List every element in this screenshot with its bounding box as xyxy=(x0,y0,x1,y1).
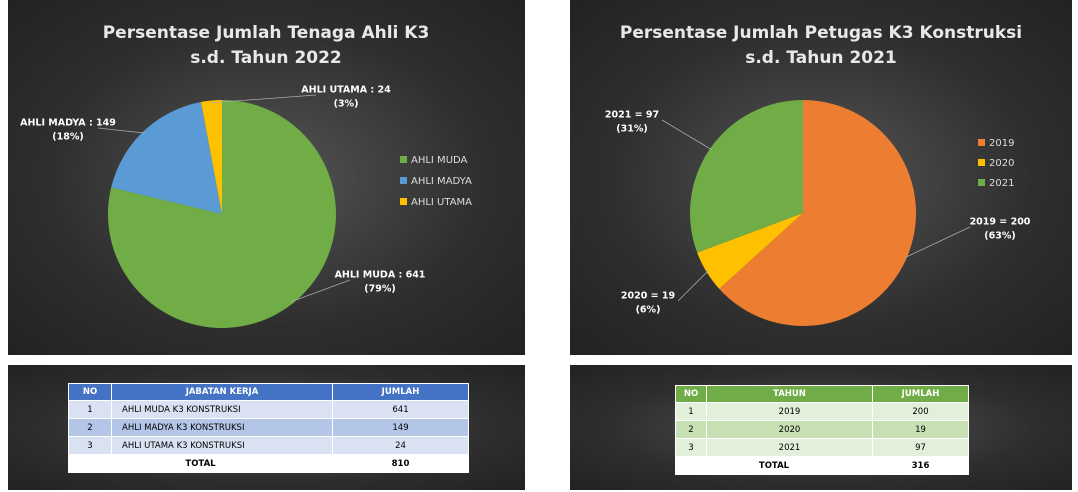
cell: 2 xyxy=(675,420,707,439)
cell: 2020 xyxy=(706,420,873,439)
legend-label: AHLI MADYA xyxy=(411,176,472,187)
cell: 19 xyxy=(872,420,969,439)
cell: 2 xyxy=(68,418,112,437)
row: 1 AHLI MUDA K3 KONSTRUKSI 641 xyxy=(68,400,469,419)
table: NO JABATAN KERJA JUMLAH 1 AHLI MUDA K3 KONST… xyxy=(68,383,469,473)
row: 3 AHLI UTAMA K3 KONSTRUKSI 24 xyxy=(68,436,469,455)
row: TOTAL 810 xyxy=(68,454,469,473)
header-cell: JUMLAH xyxy=(332,383,469,401)
cell: 1 xyxy=(675,402,707,421)
data-label: 2019 = 200 xyxy=(970,217,1031,228)
legend-label: 2021 xyxy=(989,178,1014,189)
row: NO TAHUN JUMLAH xyxy=(675,385,969,403)
data-label: AHLI UTAMA : 24 xyxy=(301,85,391,96)
row: NO JABATAN KERJA JUMLAH xyxy=(68,383,469,401)
data-label: (63%) xyxy=(984,231,1015,242)
pie-slice xyxy=(690,100,803,253)
chart-panel: Persentase Jumlah Petugas K3 Konstruksi s… xyxy=(570,0,1072,355)
data-label: (6%) xyxy=(636,305,661,316)
legend-label: AHLI UTAMA xyxy=(411,197,472,208)
legend-label: 2020 xyxy=(989,158,1014,169)
legend-label: AHLI MUDA xyxy=(411,155,468,166)
pie-slice xyxy=(201,100,222,214)
row: 2 2020 19 xyxy=(675,420,969,439)
pie-slice xyxy=(697,213,803,289)
chart-title: s.d. Tahun 2021 xyxy=(745,48,897,68)
chart: Persentase Jumlah Tenaga Ahli K3 s.d. Tah… xyxy=(20,23,472,328)
chart: Persentase Jumlah Petugas K3 Konstruksi s… xyxy=(605,23,1031,326)
cell: 1 xyxy=(68,400,112,419)
cell: AHLI MADYA K3 KONSTRUKSI xyxy=(111,418,333,437)
header-cell: JABATAN KERJA xyxy=(111,383,333,401)
legend-swatch xyxy=(400,177,407,184)
header-cell: NO xyxy=(675,385,707,403)
cell: AHLI MUDA K3 KONSTRUKSI xyxy=(111,400,333,419)
data-label: AHLI MUDA : 641 xyxy=(335,270,426,281)
pie-slice xyxy=(719,100,916,326)
leader-line xyxy=(97,127,146,134)
cell: 24 xyxy=(332,436,469,455)
header-cell: TAHUN xyxy=(706,385,873,403)
cell: TOTAL xyxy=(675,456,873,475)
cell: AHLI UTAMA K3 KONSTRUKSI xyxy=(111,436,333,455)
pie-slice xyxy=(111,101,222,214)
row: 3 2021 97 xyxy=(675,438,969,457)
cell: 200 xyxy=(872,402,969,421)
data-label: (18%) xyxy=(52,132,83,143)
data-label: AHLI MADYA : 149 xyxy=(20,118,116,129)
row: TOTAL 316 xyxy=(675,456,969,475)
leader-line xyxy=(291,279,351,303)
legend-label: 2019 xyxy=(989,138,1014,149)
data-label: (3%) xyxy=(334,99,359,110)
cell: 641 xyxy=(332,400,469,419)
cell: TOTAL xyxy=(68,454,333,473)
pie-slice xyxy=(108,100,337,328)
chart-title: s.d. Tahun 2022 xyxy=(190,48,342,68)
legend-swatch xyxy=(978,159,985,166)
cell: 97 xyxy=(872,438,969,457)
table: NO TAHUN JUMLAH 1 2019 200 2 2020 19 3 2021 97 TOTAL… xyxy=(675,385,969,475)
leader-line xyxy=(211,94,317,104)
cell: 2019 xyxy=(706,402,873,421)
cell: 149 xyxy=(332,418,469,437)
legend-swatch xyxy=(400,198,407,205)
header-cell: JUMLAH xyxy=(872,385,969,403)
legend-swatch xyxy=(978,179,985,186)
leader-line xyxy=(904,226,971,259)
data-label: 2021 = 97 xyxy=(605,110,659,121)
cell: 3 xyxy=(675,438,707,457)
leader-line xyxy=(661,119,713,151)
chart-title: Persentase Jumlah Petugas K3 Konstruksi xyxy=(620,23,1022,43)
cell: 2021 xyxy=(706,438,873,457)
legend-swatch xyxy=(978,139,985,146)
row: 2 AHLI MADYA K3 KONSTRUKSI 149 xyxy=(68,418,469,437)
header-cell: NO xyxy=(68,383,112,401)
cell: 3 xyxy=(68,436,112,455)
row: 1 2019 200 xyxy=(675,402,969,421)
leader-line xyxy=(677,270,709,302)
cell: 810 xyxy=(332,454,469,473)
legend-swatch xyxy=(400,156,407,163)
cell: 316 xyxy=(872,456,969,475)
data-label: (79%) xyxy=(364,284,395,295)
chart-panel: Persentase Jumlah Tenaga Ahli K3 s.d. Tah… xyxy=(8,0,525,355)
data-label: (31%) xyxy=(616,124,647,135)
chart-title: Persentase Jumlah Tenaga Ahli K3 xyxy=(103,23,430,43)
data-label: 2020 = 19 xyxy=(621,291,675,302)
